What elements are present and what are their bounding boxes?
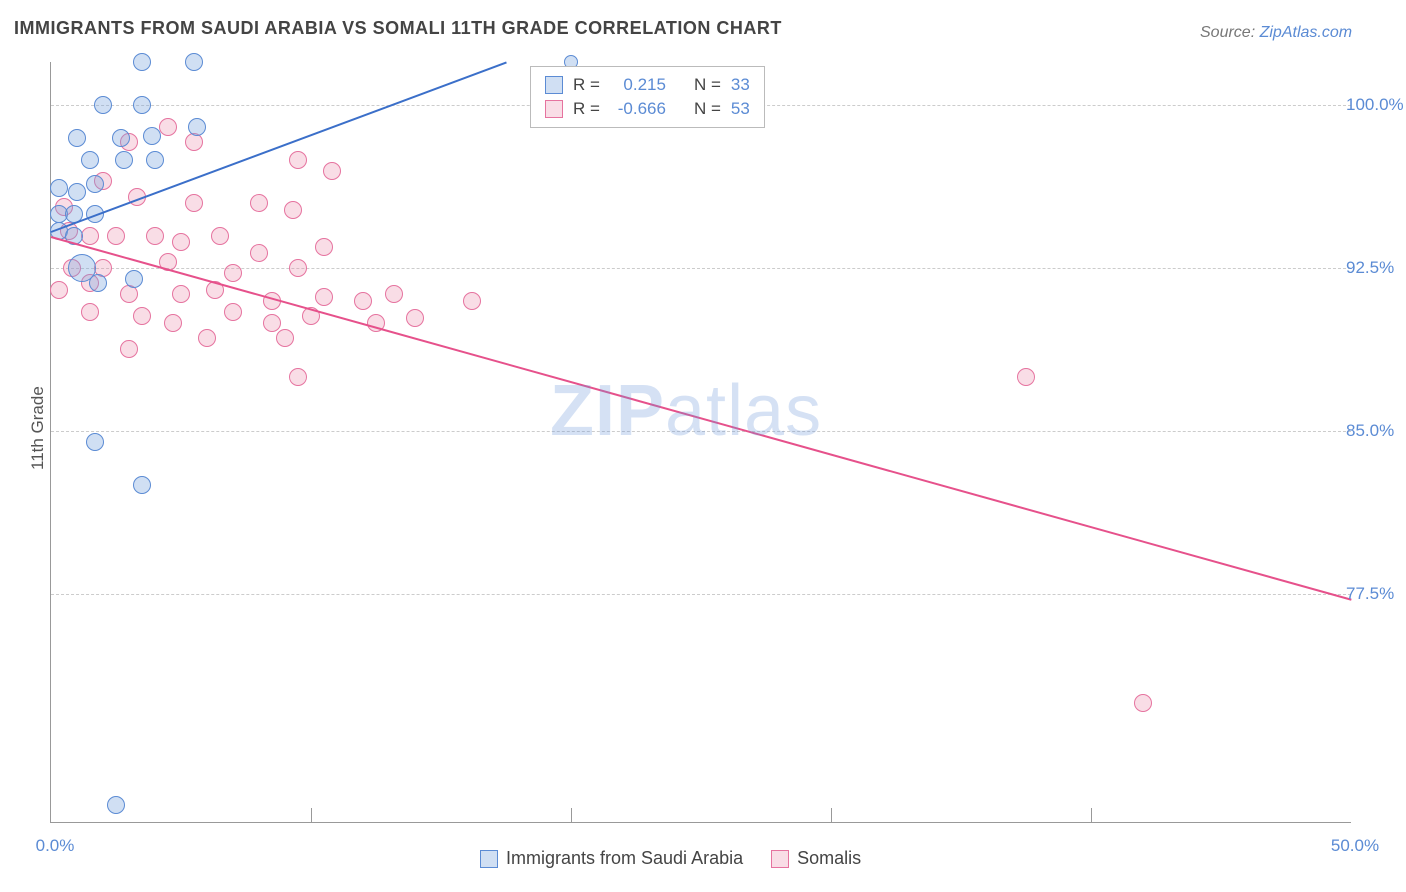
data-point-pink [289, 151, 307, 169]
data-point-pink [164, 314, 182, 332]
watermark-bold: ZIP [550, 371, 665, 451]
data-point-pink [224, 303, 242, 321]
legend-label-blue: Immigrants from Saudi Arabia [506, 848, 743, 869]
data-point-blue [68, 129, 86, 147]
gridline-v [571, 808, 572, 822]
data-point-pink [289, 259, 307, 277]
data-point-pink [250, 244, 268, 262]
n-value-pink: 53 [731, 99, 750, 119]
watermark-light: atlas [665, 371, 822, 451]
data-point-pink [224, 264, 242, 282]
gridline-h [51, 268, 1351, 269]
data-point-blue [185, 53, 203, 71]
r-value-blue: 0.215 [610, 75, 666, 95]
gridline-v [831, 808, 832, 822]
legend-item-blue: Immigrants from Saudi Arabia [480, 848, 743, 869]
n-label-pink: N = [694, 99, 721, 119]
data-point-pink [81, 227, 99, 245]
data-point-blue [143, 127, 161, 145]
data-point-pink [284, 201, 302, 219]
n-label-blue: N = [694, 75, 721, 95]
data-point-pink [185, 133, 203, 151]
data-point-blue [133, 476, 151, 494]
data-point-pink [107, 227, 125, 245]
data-point-blue [86, 433, 104, 451]
data-point-pink [1017, 368, 1035, 386]
data-point-blue [133, 53, 151, 71]
y-tick-label: 92.5% [1346, 258, 1394, 278]
swatch-blue-icon [480, 850, 498, 868]
data-point-blue [89, 274, 107, 292]
legend-row-pink: R = -0.666 N = 53 [545, 97, 750, 121]
data-point-blue [125, 270, 143, 288]
data-point-blue [133, 96, 151, 114]
data-point-pink [385, 285, 403, 303]
data-point-pink [50, 281, 68, 299]
legend-label-pink: Somalis [797, 848, 861, 869]
legend-item-pink: Somalis [771, 848, 861, 869]
data-point-pink [146, 227, 164, 245]
data-point-blue [68, 183, 86, 201]
data-point-pink [172, 233, 190, 251]
n-value-blue: 33 [731, 75, 750, 95]
y-tick-label: 85.0% [1346, 421, 1394, 441]
y-axis-label: 11th Grade [28, 386, 48, 470]
data-point-blue [94, 96, 112, 114]
series-legend: Immigrants from Saudi Arabia Somalis [480, 848, 861, 869]
data-point-pink [133, 307, 151, 325]
y-tick-label: 77.5% [1346, 584, 1394, 604]
data-point-pink [315, 238, 333, 256]
data-point-pink [463, 292, 481, 310]
data-point-pink [159, 118, 177, 136]
data-point-pink [276, 329, 294, 347]
correlation-legend: R = 0.215 N = 33 R = -0.666 N = 53 [530, 66, 765, 128]
swatch-pink [545, 100, 563, 118]
y-tick-label: 100.0% [1346, 95, 1404, 115]
data-point-pink [198, 329, 216, 347]
data-point-pink [289, 368, 307, 386]
swatch-blue [545, 76, 563, 94]
data-point-pink [263, 314, 281, 332]
data-point-pink [120, 340, 138, 358]
data-point-pink [250, 194, 268, 212]
data-point-blue [146, 151, 164, 169]
data-point-pink [185, 194, 203, 212]
chart-title: IMMIGRANTS FROM SAUDI ARABIA VS SOMALI 1… [14, 18, 782, 39]
legend-row-blue: R = 0.215 N = 33 [545, 73, 750, 97]
r-value-pink: -0.666 [610, 99, 666, 119]
data-point-blue [107, 796, 125, 814]
data-point-pink [1134, 694, 1152, 712]
x-tick-label: 50.0% [1325, 836, 1385, 856]
watermark: ZIPatlas [550, 370, 822, 452]
x-tick-label: 0.0% [25, 836, 85, 856]
data-point-pink [172, 285, 190, 303]
data-point-pink [406, 309, 424, 327]
r-label-pink: R = [573, 99, 600, 119]
data-point-pink [354, 292, 372, 310]
gridline-h [51, 594, 1351, 595]
data-point-pink [120, 285, 138, 303]
data-point-pink [323, 162, 341, 180]
data-point-blue [50, 179, 68, 197]
swatch-pink-icon [771, 850, 789, 868]
data-point-pink [315, 288, 333, 306]
gridline-v [311, 808, 312, 822]
data-point-pink [211, 227, 229, 245]
r-label-blue: R = [573, 75, 600, 95]
data-point-blue [86, 175, 104, 193]
source-name: ZipAtlas.com [1260, 24, 1352, 41]
data-point-blue [81, 151, 99, 169]
source-label: Source: ZipAtlas.com [1200, 24, 1352, 42]
data-point-blue [115, 151, 133, 169]
data-point-pink [81, 303, 99, 321]
trend-line-blue [51, 62, 507, 233]
source-prefix: Source: [1200, 24, 1260, 41]
data-point-blue [188, 118, 206, 136]
gridline-v [1091, 808, 1092, 822]
